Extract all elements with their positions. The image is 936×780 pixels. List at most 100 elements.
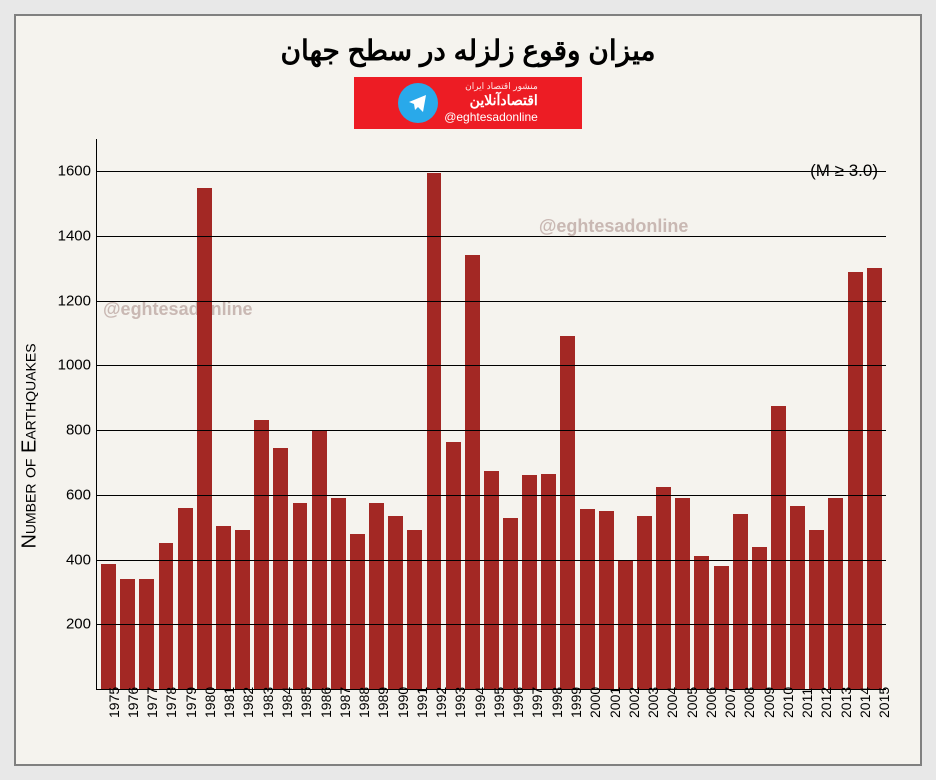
xlabel-slot: 1982 — [231, 694, 250, 752]
bar — [178, 508, 193, 689]
bar — [503, 518, 518, 689]
xlabel-slot: 2001 — [597, 694, 616, 752]
xlabel-slot: 2010 — [770, 694, 789, 752]
bar-slot — [616, 139, 635, 689]
ytick-label: 400 — [66, 551, 97, 568]
bar-slot — [99, 139, 118, 689]
y-axis-label: Number of Earthquakes — [19, 343, 42, 548]
bar — [733, 514, 748, 689]
xlabel-slot: 1978 — [154, 694, 173, 752]
bar — [446, 442, 461, 690]
ytick-label: 1000 — [58, 357, 97, 374]
bar-slot — [635, 139, 654, 689]
gridline — [97, 236, 886, 237]
bar-slot — [176, 139, 195, 689]
xlabel-slot: 1976 — [115, 694, 134, 752]
xlabel-slot: 2007 — [713, 694, 732, 752]
telegram-icon — [398, 83, 438, 123]
bar — [254, 420, 269, 689]
xlabel-slot: 2000 — [578, 694, 597, 752]
source-badge: منشور اقتصاد ایران اقتصادآنلاین @eghtesa… — [354, 77, 582, 129]
bar-slot — [386, 139, 405, 689]
plot-region: (M ≥ 3.0) @eghtesadonline @eghtesadonlin… — [96, 139, 886, 690]
bar — [120, 579, 135, 689]
xlabel-slot: 1977 — [135, 694, 154, 752]
bar — [828, 498, 843, 689]
xlabel-slot: 1988 — [346, 694, 365, 752]
ytick-label: 200 — [66, 616, 97, 633]
xlabel-slot: 1997 — [520, 694, 539, 752]
xlabel-slot: 1986 — [308, 694, 327, 752]
brand-handle: @eghtesadonline — [444, 110, 538, 125]
xlabel-slot: 1993 — [443, 694, 462, 752]
xlabel-slot: 1990 — [385, 694, 404, 752]
bar — [350, 534, 365, 689]
xlabel-slot: 2006 — [693, 694, 712, 752]
xlabel-slot: 1983 — [250, 694, 269, 752]
brand-name: اقتصادآنلاین — [444, 92, 538, 110]
xlabel-slot: 1995 — [481, 694, 500, 752]
bar — [101, 564, 116, 689]
bar-slot — [214, 139, 233, 689]
bar-slot — [195, 139, 214, 689]
xlabel-slot: 1975 — [96, 694, 115, 752]
bar-slot — [310, 139, 329, 689]
bar-slot — [845, 139, 864, 689]
bar-slot — [444, 139, 463, 689]
xlabel-slot: 1992 — [424, 694, 443, 752]
bar — [388, 516, 403, 689]
gridline — [97, 430, 886, 431]
bar-slot — [865, 139, 884, 689]
bar — [369, 503, 384, 689]
bar-slot — [769, 139, 788, 689]
bar-slot — [826, 139, 845, 689]
bar — [541, 474, 556, 689]
xlabel-slot: 2003 — [635, 694, 654, 752]
bar — [331, 498, 346, 689]
bar — [771, 406, 786, 689]
bar-slot — [539, 139, 558, 689]
bar-slot — [788, 139, 807, 689]
bar-slot — [750, 139, 769, 689]
gridline — [97, 560, 886, 561]
bar — [159, 543, 174, 689]
bar — [407, 530, 422, 689]
bar-slot — [482, 139, 501, 689]
bar — [714, 566, 729, 689]
xlabel-slot: 1984 — [269, 694, 288, 752]
chart-area: Number of Earthquakes (M ≥ 3.0) @eghtesa… — [40, 139, 896, 752]
bar — [809, 530, 824, 689]
xlabel-slot: 1996 — [501, 694, 520, 752]
ytick-label: 1200 — [58, 292, 97, 309]
bar — [599, 511, 614, 689]
xlabel-slot: 2004 — [655, 694, 674, 752]
bar — [216, 526, 231, 689]
bar — [848, 272, 863, 689]
xlabel-slot: 2013 — [828, 694, 847, 752]
xlabel-slot: 1989 — [366, 694, 385, 752]
bar-slot — [578, 139, 597, 689]
bar-slot — [692, 139, 711, 689]
bar-slot — [654, 139, 673, 689]
gridline — [97, 171, 886, 172]
bars-container — [97, 139, 886, 689]
bar — [790, 506, 805, 689]
bar — [197, 188, 212, 689]
brand-text: منشور اقتصاد ایران اقتصادآنلاین @eghtesa… — [444, 81, 538, 125]
xlabel-slot: 2012 — [809, 694, 828, 752]
gridline — [97, 365, 886, 366]
xlabel-slot: 2005 — [674, 694, 693, 752]
xlabel-slot: 1981 — [212, 694, 231, 752]
xlabel-slot: 1987 — [327, 694, 346, 752]
bar-slot — [424, 139, 443, 689]
bar — [580, 509, 595, 689]
bar-slot — [348, 139, 367, 689]
ytick-label: 600 — [66, 486, 97, 503]
xlabel-slot: 2009 — [751, 694, 770, 752]
xlabel-slot: 2002 — [616, 694, 635, 752]
xlabel-slot: 1998 — [539, 694, 558, 752]
bar — [656, 487, 671, 689]
xlabel-slot: 1991 — [404, 694, 423, 752]
bar-slot — [712, 139, 731, 689]
bar — [484, 471, 499, 689]
